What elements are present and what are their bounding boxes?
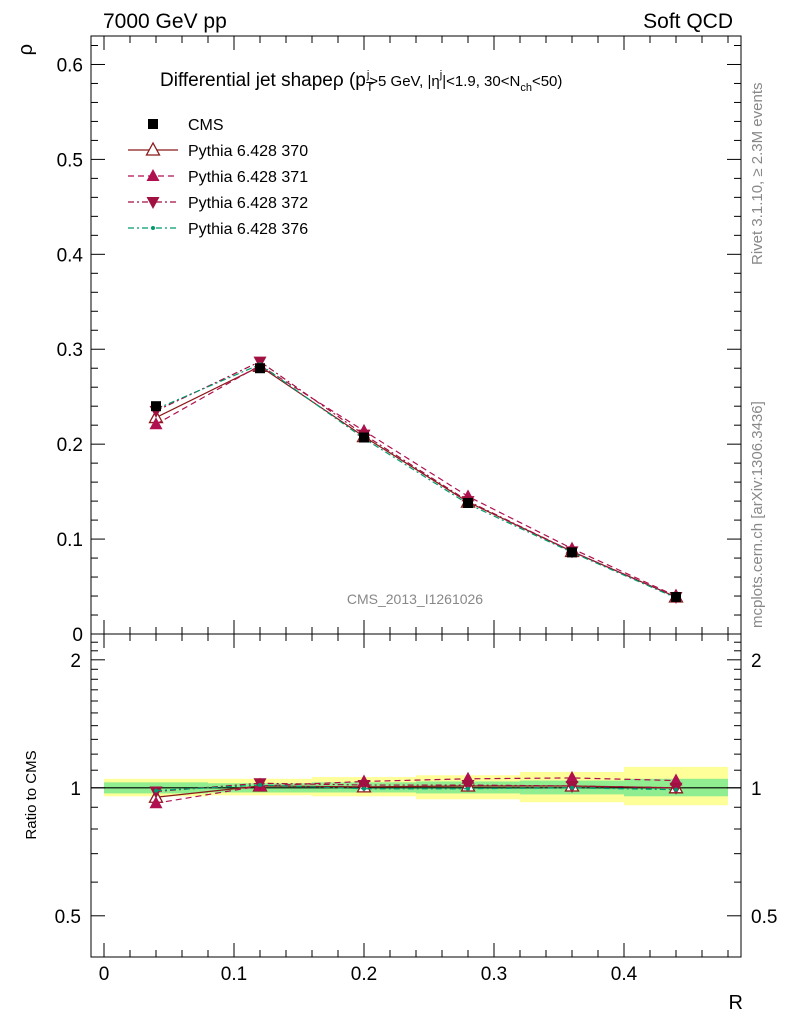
main-series-group [148, 356, 684, 604]
legend-marker [148, 119, 158, 129]
series-point [149, 417, 163, 430]
cms-data-point [671, 591, 681, 602]
ratio-series-point [669, 773, 683, 786]
ratio-series-point [357, 780, 371, 793]
series-line [155, 360, 677, 598]
legend: CMS Pythia 6.428 370 Pythia 6.428 371 Pythi… [128, 117, 308, 238]
main-y-tick-label: 0.3 [57, 340, 83, 361]
mcplots-label: mcplots.cern.ch [arXiv:1306.3436] [749, 401, 766, 628]
cms-data-point [567, 547, 577, 558]
main-y-tick-label: 0.4 [57, 245, 84, 266]
series-0 [151, 363, 681, 602]
legend-label: Pythia 6.428 376 [188, 221, 308, 238]
main-y-tick-label: 0.6 [57, 55, 83, 76]
x-tick-label: 0 [99, 964, 110, 985]
main-y-tick-label: 0.2 [57, 435, 83, 456]
legend-entry: Pythia 6.428 371 [128, 169, 308, 186]
x-tick-label: 0.2 [351, 964, 377, 985]
legend-label: Pythia 6.428 371 [188, 169, 308, 186]
ratio-series-line [155, 784, 677, 792]
ratio-series-3 [154, 783, 678, 793]
x-tick-label: 0.4 [611, 964, 638, 985]
header-left-label: 7000 GeV pp [103, 10, 227, 33]
ratio-y-axis-label: Ratio to CMS [23, 750, 40, 839]
main-y-tick-label: 0 [72, 625, 83, 646]
cms-data-point [359, 432, 369, 443]
header-right-label: Soft QCD [643, 10, 733, 33]
ratio-y-tick-label-right: 1 [751, 779, 762, 800]
ratio-series-point [674, 787, 678, 792]
main-y-tick-label: 0.5 [57, 150, 83, 171]
legend-label: CMS [188, 117, 224, 134]
legend-label: Pythia 6.428 370 [188, 143, 308, 160]
main-y-axis-label: ρ [15, 44, 37, 55]
x-axis-label: R [729, 992, 743, 1014]
analysis-watermark: CMS_2013_I1261026 [347, 591, 483, 607]
ratio-series-line [155, 782, 677, 793]
cms-data-point [255, 363, 265, 374]
cms-data-point [463, 498, 473, 509]
legend-entry: CMS [148, 117, 224, 134]
x-tick-label: 0.3 [481, 964, 507, 985]
series-3 [149, 356, 683, 604]
ratio-series-point [149, 796, 163, 809]
x-tick-label: 0.1 [221, 964, 247, 985]
ratio-series-point [570, 785, 574, 790]
ratio-y-tick-label: 2 [70, 651, 81, 672]
ratio-series-point [565, 770, 579, 783]
legend-entry: Pythia 6.428 376 [128, 221, 308, 238]
ratio-series-group [148, 770, 684, 809]
series-line [155, 363, 677, 599]
ratio-y-tick-label: 0.5 [55, 907, 81, 928]
ratio-series-line [155, 777, 677, 804]
ratio-y-tick-label-right: 0.5 [751, 907, 777, 928]
series-line [155, 364, 677, 597]
rivet-label: Rivet 3.1.10, ≥ 2.3M events [749, 83, 766, 266]
ratio-series-point [362, 786, 366, 791]
main-axis-ticks: 0 0.1 0.2 0.3 0.4 0.5 0.6 [57, 36, 741, 646]
legend-marker [151, 226, 155, 230]
ratio-y-tick-label-right: 2 [751, 651, 762, 672]
ratio-series-point [461, 780, 475, 793]
ratio-series-point [154, 788, 158, 793]
legend-label: Pythia 6.428 372 [188, 195, 308, 212]
legend-marker [146, 197, 160, 209]
cms-data-point [151, 401, 161, 412]
main-y-tick-label: 0.1 [57, 530, 83, 551]
legend-marker [146, 169, 160, 181]
ratio-series-point [258, 783, 262, 788]
legend-marker [145, 141, 161, 156]
ratio-series-line [155, 785, 677, 798]
series-4 [154, 362, 678, 600]
ratio-axis-ticks: 0.5 0.5 1 1 2 2 0 0.1 0.2 0.3 0.4 [55, 634, 777, 985]
ratio-y-tick-label: 1 [70, 779, 81, 800]
legend-entry: Pythia 6.428 372 [128, 195, 308, 212]
legend-entry: Pythia 6.428 370 [128, 141, 308, 160]
ratio-series-point [466, 786, 470, 791]
chart-title: Differential jet shapeρ (pTj>5 GeV, |ηj|… [160, 69, 562, 94]
series-1 [148, 357, 684, 603]
